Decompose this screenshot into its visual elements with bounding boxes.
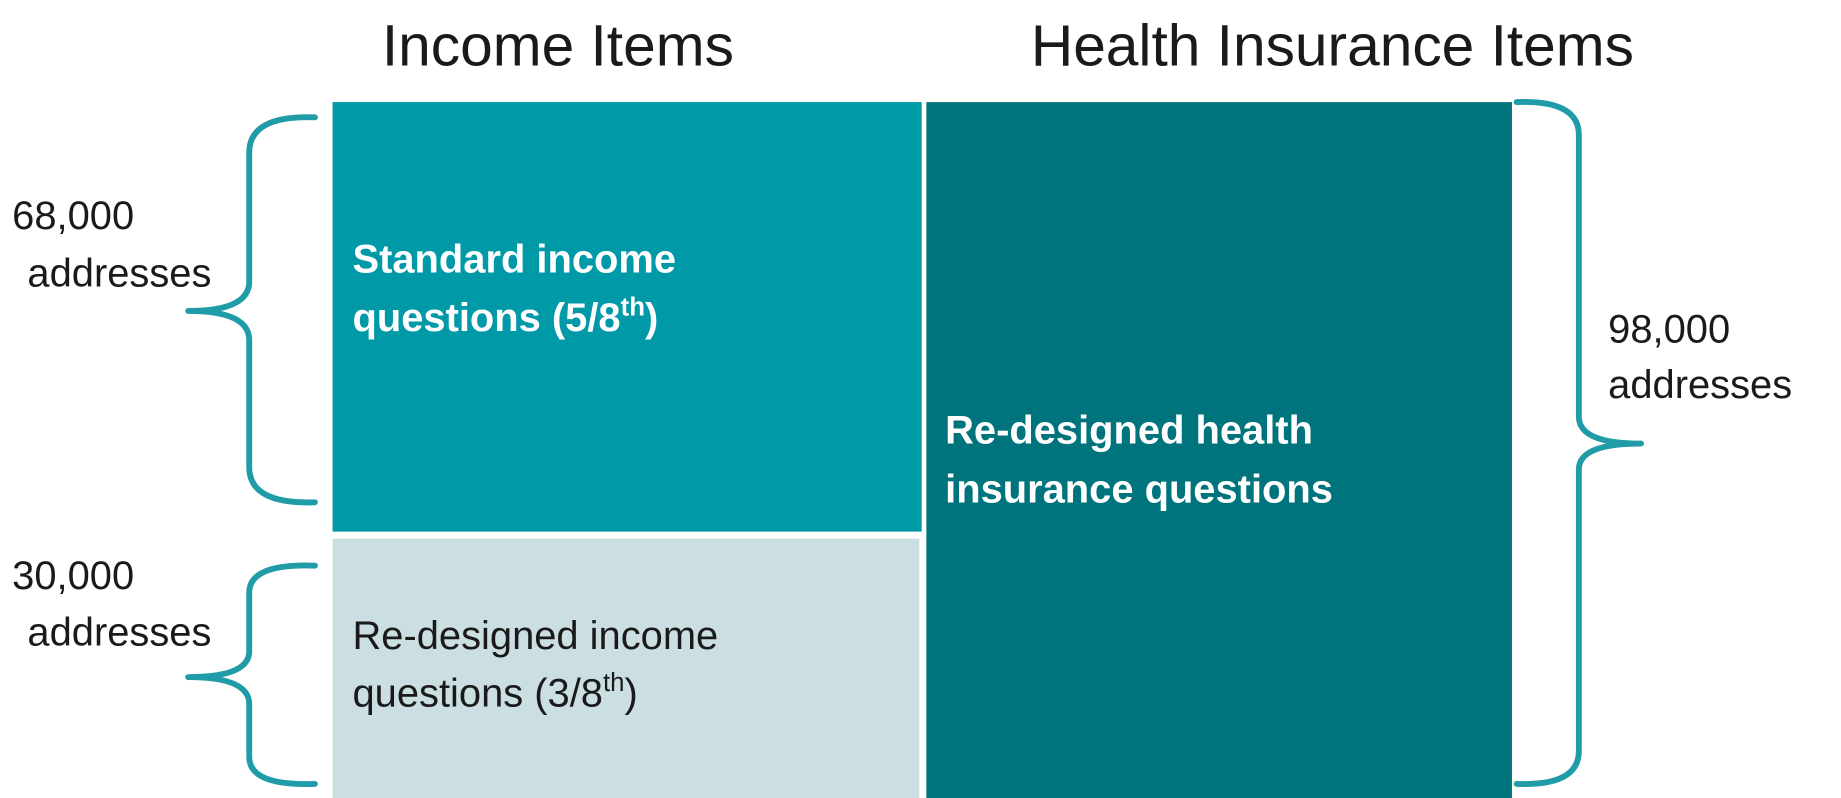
heading: Health Insurance Items: [1031, 14, 1634, 79]
count-label: 68,000: [12, 194, 134, 238]
text: questions (5/8: [353, 296, 621, 340]
count-label: 30,000: [12, 554, 134, 598]
superscript: th: [603, 669, 625, 697]
text: ): [645, 296, 658, 340]
brace: [1513, 99, 1644, 787]
text: questions (3/8: [353, 671, 603, 715]
redesigned-income-box: [332, 538, 920, 798]
superscript: th: [621, 294, 645, 322]
unit-label: addresses: [1608, 363, 1792, 407]
brace: [185, 114, 318, 506]
box-text: questions (3/8th): [353, 669, 638, 715]
box-text: Standard income: [353, 237, 677, 281]
text: ): [625, 671, 638, 715]
standard-income-box: [332, 102, 922, 532]
brace: [185, 562, 318, 788]
box-text: Re-designed income: [353, 614, 719, 658]
health-box: [926, 102, 1512, 798]
unit-label: addresses: [27, 251, 211, 295]
heading: Income Items: [382, 14, 734, 79]
count-label: 98,000: [1608, 308, 1730, 352]
box-text: Re-designed health: [945, 409, 1313, 453]
box-text: insurance questions: [945, 467, 1333, 511]
box-text: questions (5/8th): [353, 294, 659, 340]
unit-label: addresses: [27, 610, 211, 654]
